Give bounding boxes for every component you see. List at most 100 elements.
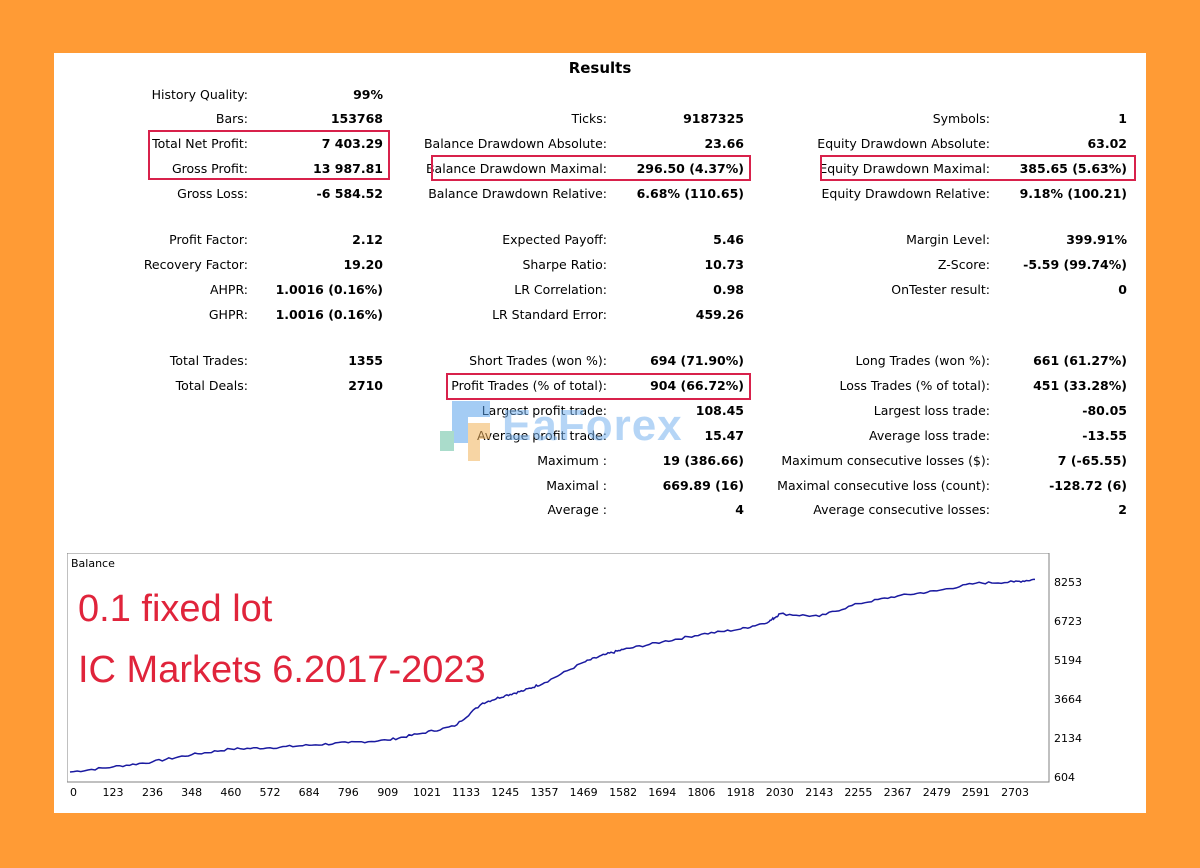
balance-dd-abs-label: Balance Drawdown Absolute: bbox=[423, 136, 607, 151]
largest-loss-label: Largest loss trade: bbox=[873, 403, 990, 418]
z-score-value: -5.59 (99.74%) bbox=[1023, 257, 1127, 272]
y-tick-label: 3664 bbox=[1054, 693, 1082, 706]
profit-highlight-box bbox=[148, 130, 390, 180]
avg-consec-losses-value: 2 bbox=[1118, 502, 1127, 517]
ahpr-label: AHPR: bbox=[209, 282, 248, 297]
x-tick-label: 1245 bbox=[491, 786, 519, 799]
x-tick-label: 348 bbox=[181, 786, 202, 799]
largest-profit-label: Largest profit trade: bbox=[481, 403, 607, 418]
recovery-factor-label: Recovery Factor: bbox=[143, 257, 248, 272]
equity-dd-abs-label: Equity Drawdown Absolute: bbox=[817, 136, 990, 151]
balance-dd-max-value: 296.50 (4.37%) bbox=[636, 161, 744, 176]
y-tick-label: 604 bbox=[1054, 771, 1075, 784]
lr-std-error-label: LR Standard Error: bbox=[492, 307, 607, 322]
x-tick-label: 1021 bbox=[413, 786, 441, 799]
z-score-label: Z-Score: bbox=[937, 257, 990, 272]
long-trades-value: 661 (61.27%) bbox=[1033, 353, 1127, 368]
balance-dd-rel-label: Balance Drawdown Relative: bbox=[428, 186, 607, 201]
lr-correlation-value: 0.98 bbox=[713, 282, 744, 297]
x-tick-label: 1806 bbox=[687, 786, 715, 799]
equity-dd-rel-label: Equity Drawdown Relative: bbox=[821, 186, 990, 201]
average-label: Average : bbox=[547, 502, 607, 517]
avg-consec-losses-label: Average consecutive losses: bbox=[813, 502, 990, 517]
broker-period-annotation: IC Markets 6.2017-2023 bbox=[78, 649, 486, 691]
x-tick-label: 2255 bbox=[844, 786, 872, 799]
maximum-value: 19 (386.66) bbox=[662, 453, 744, 468]
total-net-profit-value: 7 403.29 bbox=[321, 136, 383, 151]
bars-value: 153768 bbox=[330, 111, 383, 126]
total-deals-label: Total Deals: bbox=[175, 378, 248, 393]
balance-dd-max-label: Balance Drawdown Maximal: bbox=[425, 161, 607, 176]
equity-dd-max-label: Equity Drawdown Maximal: bbox=[819, 161, 990, 176]
gross-profit-label: Gross Profit: bbox=[171, 161, 248, 176]
equity-dd-max-value: 385.65 (5.63%) bbox=[1019, 161, 1127, 176]
x-tick-label: 2591 bbox=[962, 786, 990, 799]
lot-annotation: 0.1 fixed lot bbox=[78, 588, 273, 630]
lr-correlation-label: LR Correlation: bbox=[514, 282, 607, 297]
balance-dd-highlight-box bbox=[431, 155, 751, 181]
x-tick-label: 123 bbox=[103, 786, 124, 799]
gross-loss-label: Gross Loss: bbox=[177, 186, 248, 201]
ontester-value: 0 bbox=[1118, 282, 1127, 297]
loss-trades-value: 451 (33.28%) bbox=[1033, 378, 1127, 393]
ghpr-label: GHPR: bbox=[208, 307, 248, 322]
results-panel: Results History Quality: 99% Bars: 15376… bbox=[54, 53, 1146, 813]
x-tick-label: 1469 bbox=[570, 786, 598, 799]
expected-payoff-label: Expected Payoff: bbox=[502, 232, 607, 247]
x-tick-label: 1357 bbox=[530, 786, 558, 799]
gross-loss-value: -6 584.52 bbox=[316, 186, 383, 201]
profit-trades-value: 904 (66.72%) bbox=[650, 378, 744, 393]
maximal-label: Maximal : bbox=[546, 478, 607, 493]
x-tick-label: 2367 bbox=[884, 786, 912, 799]
total-deals-value: 2710 bbox=[348, 378, 383, 393]
long-trades-label: Long Trades (won %): bbox=[855, 353, 990, 368]
x-tick-label: 236 bbox=[142, 786, 163, 799]
symbols-label: Symbols: bbox=[932, 111, 990, 126]
lr-std-error-value: 459.26 bbox=[695, 307, 744, 322]
x-tick-label: 460 bbox=[220, 786, 241, 799]
stats-grid: History Quality: 99% Bars: 153768 Total … bbox=[54, 53, 1146, 523]
average-profit-value: 15.47 bbox=[704, 428, 744, 443]
maximum-label: Maximum : bbox=[537, 453, 607, 468]
expected-payoff-value: 5.46 bbox=[713, 232, 744, 247]
short-trades-value: 694 (71.90%) bbox=[650, 353, 744, 368]
x-tick-label: 1918 bbox=[727, 786, 755, 799]
x-tick-label: 2030 bbox=[766, 786, 794, 799]
loss-trades-label: Loss Trades (% of total): bbox=[839, 378, 990, 393]
history-quality-value: 99% bbox=[353, 87, 383, 102]
equity-dd-highlight-box bbox=[820, 155, 1136, 181]
sharpe-ratio-label: Sharpe Ratio: bbox=[522, 257, 607, 272]
average-loss-label: Average loss trade: bbox=[869, 428, 990, 443]
history-quality-label: History Quality: bbox=[151, 87, 248, 102]
equity-dd-abs-value: 63.02 bbox=[1087, 136, 1127, 151]
eaforex-logo-icon bbox=[440, 401, 490, 461]
recovery-factor-value: 19.20 bbox=[343, 257, 383, 272]
margin-level-value: 399.91% bbox=[1066, 232, 1127, 247]
x-tick-label: 1582 bbox=[609, 786, 637, 799]
ticks-value: 9187325 bbox=[683, 111, 744, 126]
y-tick-label: 8253 bbox=[1054, 576, 1082, 589]
profit-trades-highlight-box bbox=[446, 373, 751, 400]
x-tick-label: 796 bbox=[338, 786, 359, 799]
bars-label: Bars: bbox=[215, 111, 248, 126]
largest-loss-value: -80.05 bbox=[1082, 403, 1127, 418]
balance-chart: Balance 0 123 236 348 460 572 684 796 909 1021 113… bbox=[67, 553, 1082, 799]
x-tick-label: 909 bbox=[377, 786, 398, 799]
sharpe-ratio-value: 10.73 bbox=[704, 257, 744, 272]
x-tick-label: 1694 bbox=[648, 786, 676, 799]
largest-profit-value: 108.45 bbox=[695, 403, 744, 418]
x-tick-label: 684 bbox=[299, 786, 320, 799]
profit-factor-label: Profit Factor: bbox=[169, 232, 248, 247]
ghpr-value: 1.0016 (0.16%) bbox=[275, 307, 383, 322]
y-tick-label: 6723 bbox=[1054, 615, 1082, 628]
maximal-consec-loss-label: Maximal consecutive loss (count): bbox=[777, 478, 990, 493]
profit-factor-value: 2.12 bbox=[352, 232, 383, 247]
total-net-profit-label: Total Net Profit: bbox=[152, 136, 248, 151]
watermark-text: EaForex bbox=[502, 401, 683, 450]
average-loss-value: -13.55 bbox=[1082, 428, 1127, 443]
x-tick-label: 2479 bbox=[923, 786, 951, 799]
x-tick-label: 2143 bbox=[805, 786, 833, 799]
balance-dd-rel-value: 6.68% (110.65) bbox=[636, 186, 744, 201]
max-consec-losses-label: Maximum consecutive losses ($): bbox=[781, 453, 990, 468]
balance-series-line bbox=[69, 578, 1035, 773]
